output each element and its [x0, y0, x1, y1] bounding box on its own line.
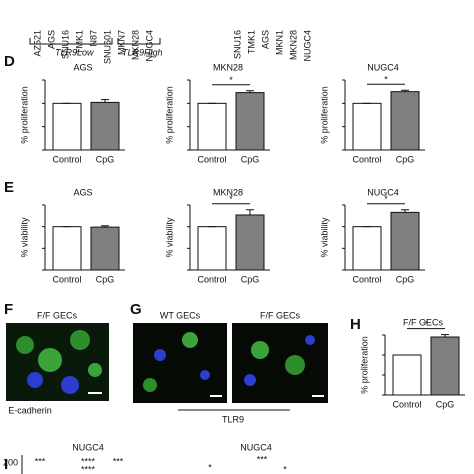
cell-line-label: SNU601: [102, 30, 112, 64]
cell-line-label: SNU16: [60, 30, 70, 59]
x-tick-label: Control: [392, 399, 421, 409]
x-tick-label: CpG: [436, 399, 455, 409]
significance-label: *: [229, 75, 233, 85]
group-label: TLR9High: [122, 47, 163, 57]
x-tick-label: Control: [52, 274, 81, 284]
bar: [235, 214, 265, 271]
y-axis-label: % proliferation: [359, 336, 369, 394]
x-tick-label: Control: [52, 154, 81, 164]
significance-label: *: [229, 194, 233, 204]
image-caption: TLR9: [222, 414, 244, 424]
bar: [390, 211, 420, 271]
significance-label: ***: [113, 456, 124, 466]
bar: [390, 91, 420, 151]
cell-line-label: MKN1: [274, 30, 284, 55]
axis-label: 200: [3, 457, 18, 467]
cell-line-label: SNU16: [232, 30, 242, 59]
bar: [352, 226, 382, 271]
bar: [197, 102, 227, 151]
significance-label: *: [208, 462, 212, 472]
y-axis-label: % proliferation: [164, 86, 174, 144]
x-tick-label: CpG: [96, 274, 115, 284]
bar: [52, 226, 82, 271]
cell-line-label: MKN28: [288, 30, 298, 60]
bar: [235, 92, 265, 151]
panel-label: F: [4, 301, 13, 318]
image-title: WT GECs: [160, 310, 201, 320]
panel-label: H: [350, 316, 361, 333]
significance-label: *: [384, 194, 388, 204]
y-axis-label: % viability: [164, 217, 174, 258]
x-tick-label: CpG: [396, 154, 415, 164]
group-bracket: [29, 38, 161, 45]
chart-title: MKN28: [213, 62, 243, 72]
chart-title: MKN28: [213, 187, 243, 197]
significance-label: ***: [257, 454, 268, 464]
bar: [90, 101, 120, 151]
chart-title: AGS: [73, 187, 92, 197]
chart-title: F/F GECs: [403, 317, 443, 327]
cell-line-label: MKN7: [116, 30, 126, 55]
bar: [90, 226, 120, 271]
y-axis-label: % viability: [19, 217, 29, 258]
significance-label: ***: [35, 456, 46, 466]
y-axis-label: % proliferation: [19, 86, 29, 144]
image-title: F/F GECs: [37, 310, 77, 320]
bar: [430, 336, 460, 396]
cell-line-label: AGS: [260, 30, 270, 49]
significance-label: ****: [81, 464, 96, 474]
image-g: [133, 323, 328, 411]
significance-label: *: [424, 319, 428, 329]
panel-title: NUGC4: [72, 442, 104, 452]
panel-label: E: [4, 179, 14, 196]
bar: [352, 102, 382, 151]
x-tick-label: CpG: [96, 154, 115, 164]
bar: [52, 102, 82, 151]
chart-title: NUGC4: [367, 62, 399, 72]
panel-label: G: [130, 301, 142, 318]
cell-line-label: N87: [88, 30, 98, 47]
group-label: TLR9Low: [55, 47, 94, 57]
y-axis-label: % viability: [319, 217, 329, 258]
x-tick-label: Control: [352, 274, 381, 284]
cell-line-label: NUGC4: [144, 30, 154, 62]
x-tick-label: CpG: [241, 274, 260, 284]
cell-line-label: TMK1: [74, 30, 84, 54]
chart-title: AGS: [73, 62, 92, 72]
panel-title: NUGC4: [240, 442, 272, 452]
x-tick-label: CpG: [396, 274, 415, 284]
bar: [197, 226, 227, 271]
cell-line-label: TMK1: [246, 30, 256, 54]
bar: [392, 354, 422, 396]
x-tick-label: CpG: [241, 154, 260, 164]
cell-line-label: AGS: [46, 30, 56, 49]
x-tick-label: Control: [197, 274, 226, 284]
cell-line-label: NUGC4: [302, 30, 312, 62]
image-caption: E-cadherin: [8, 405, 52, 415]
significance-label: *: [283, 464, 287, 474]
significance-label: *: [384, 75, 388, 85]
cell-line-label: AZ521: [32, 30, 42, 57]
x-tick-label: Control: [352, 154, 381, 164]
image-title: F/F GECs: [260, 310, 300, 320]
image-f: [6, 323, 109, 401]
chart-title: NUGC4: [367, 187, 399, 197]
significance-label: ****: [81, 456, 96, 466]
panel-label: D: [4, 53, 15, 70]
x-tick-label: Control: [197, 154, 226, 164]
y-axis-label: % proliferation: [319, 86, 329, 144]
cell-line-label: MKN28: [130, 30, 140, 60]
panel-label: I: [4, 456, 8, 473]
